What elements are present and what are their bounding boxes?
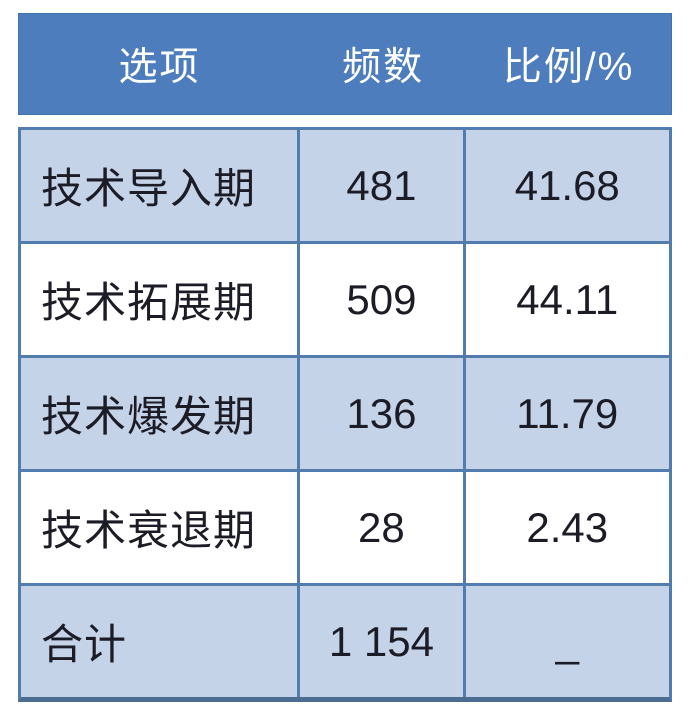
cell-percent: 2.43 xyxy=(526,503,609,551)
cell-frequency: 136 xyxy=(300,358,466,469)
table-row: 技术爆发期 136 11.79 xyxy=(21,358,669,472)
table-header-row: 选项 频数 比例/% xyxy=(18,13,672,115)
cell-total-percent: _ xyxy=(555,617,579,665)
cell-total-label: 合计 xyxy=(21,586,301,697)
table-row-total: 合计 1 154 _ xyxy=(21,586,669,697)
cell-frequency: 509 xyxy=(300,244,466,355)
cell-frequency: 481 xyxy=(300,130,466,241)
cell-option: 技术爆发期 xyxy=(21,358,301,469)
table-body: 技术导入期 481 41.68 技术拓展期 509 44.11 技术爆发期 13… xyxy=(18,127,672,702)
header-separator-gap xyxy=(18,115,672,127)
table-row: 技术导入期 481 41.68 xyxy=(21,130,669,244)
cell-percent: 44.11 xyxy=(516,275,619,323)
table-row: 技术衰退期 28 2.43 xyxy=(21,472,669,586)
header-cell-frequency: 频数 xyxy=(342,46,425,89)
cell-option: 技术导入期 xyxy=(21,130,301,241)
cell-percent: 11.79 xyxy=(516,389,619,437)
cell-frequency: 28 xyxy=(300,472,466,583)
table-row: 技术拓展期 509 44.11 xyxy=(21,244,669,358)
header-cell-percent: 比例/% xyxy=(502,46,635,89)
cell-total-frequency: 1 154 xyxy=(300,586,466,697)
header-cell-option: 选项 xyxy=(118,46,201,89)
frequency-table: 选项 频数 比例/% 技术导入期 481 41.68 技术拓展期 509 44.… xyxy=(18,13,672,702)
cell-option: 技术拓展期 xyxy=(21,244,301,355)
cell-percent: 41.68 xyxy=(514,161,620,209)
cell-option: 技术衰退期 xyxy=(21,472,301,583)
